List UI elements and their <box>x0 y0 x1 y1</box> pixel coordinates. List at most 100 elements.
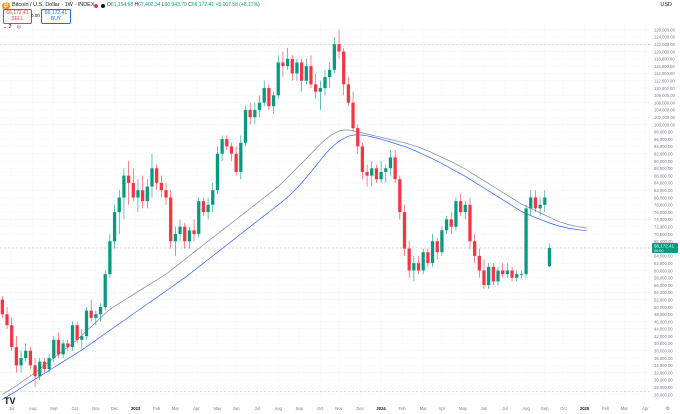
candle-body <box>239 142 243 172</box>
candle-body <box>449 219 453 227</box>
candle <box>365 164 369 187</box>
candle-body <box>126 175 131 183</box>
candle-body <box>52 339 56 359</box>
candle-body <box>299 62 304 81</box>
price-tick-label: 92,000.00 <box>654 152 673 157</box>
price-tick-label: 42,000.00 <box>654 334 673 339</box>
indicator-collapse-toggle[interactable]: ⌄ 2 <box>3 24 12 30</box>
candle-body <box>416 263 421 271</box>
candle-body <box>38 361 42 377</box>
candle-body <box>206 204 210 213</box>
candle <box>388 150 393 176</box>
candle <box>379 161 383 183</box>
candle <box>285 47 290 70</box>
buy-label: BUY <box>50 16 62 22</box>
time-tick-label: Feb <box>153 406 161 411</box>
candle <box>197 197 201 238</box>
candle <box>52 336 56 362</box>
price-tick-label: 56,000.00 <box>654 283 673 288</box>
candle <box>276 55 280 99</box>
price-tick-label: 38,000.00 <box>654 349 673 354</box>
indicator-legend[interactable]: ⌄ 2 ◎ <box>3 24 21 30</box>
candle <box>248 102 252 125</box>
ohlc-open-value: 61,154.68 <box>110 2 134 8</box>
price-tick-label: 46,000.00 <box>654 319 673 324</box>
candle-body <box>515 274 519 278</box>
candle <box>271 91 276 114</box>
candle-body <box>519 274 524 275</box>
candle <box>295 58 299 81</box>
candle-body <box>314 84 318 92</box>
price-tick-label: 116,000.00 <box>654 64 675 69</box>
buy-button[interactable]: 66,172.41 BUY <box>41 9 71 24</box>
candle <box>547 243 552 268</box>
candle <box>239 135 243 180</box>
candle-body <box>482 270 486 286</box>
candle <box>206 197 210 220</box>
candle <box>281 51 285 78</box>
candle-body <box>66 343 70 348</box>
tradingview-logo-icon[interactable]: TV <box>4 396 16 406</box>
candle-body <box>169 197 173 242</box>
candle <box>543 190 547 213</box>
ohlc-change-value: +5,007.58 (+8.17%) <box>215 2 260 8</box>
price-tick-label: 26,000.00 <box>654 392 673 397</box>
candle-body <box>491 266 495 282</box>
time-tick-label: Sep <box>296 406 304 411</box>
candle-body <box>197 201 201 234</box>
price-tick-label: 30,000.00 <box>654 378 673 383</box>
candle-body <box>487 266 491 286</box>
time-tick-label: Feb <box>602 406 610 411</box>
candle <box>356 124 360 154</box>
candle-body <box>346 84 351 103</box>
candle <box>187 226 192 249</box>
candle <box>19 350 23 373</box>
price-tick-label: 70,000.00 <box>654 232 673 237</box>
candle-body <box>192 230 196 234</box>
price-tick-label: 36,000.00 <box>654 356 673 361</box>
price-tick-label: 106,000.00 <box>654 100 676 105</box>
time-tick-label: Mar <box>621 406 629 411</box>
price-tick-label: 58,000.00 <box>654 276 673 281</box>
time-tick-label: Mar <box>420 406 428 411</box>
candle <box>533 190 538 213</box>
candle-body <box>435 241 439 253</box>
candle-body <box>80 336 84 340</box>
candle <box>454 197 458 231</box>
candle <box>426 248 430 267</box>
candle-body <box>145 186 149 202</box>
candle-body <box>10 325 14 348</box>
price-tick-label: 102,000.00 <box>654 115 676 120</box>
candle <box>267 84 271 110</box>
candle <box>126 161 131 205</box>
indicator-icon[interactable]: ◎ <box>16 24 22 30</box>
price-tick-label: 100,000.00 <box>654 122 676 127</box>
candle-body <box>159 182 163 191</box>
price-tick-label: 124,000.00 <box>654 35 676 40</box>
candle <box>477 248 481 278</box>
time-tick-label: Nov <box>92 406 100 411</box>
candle-body <box>402 212 407 249</box>
candle <box>384 164 388 183</box>
symbol-title[interactable]: Bitcoin / U.S. Dollar · 1W · INDEX <box>12 2 95 8</box>
time-tick-label: Apr <box>642 406 649 411</box>
candle <box>84 306 89 340</box>
candle-body <box>351 102 355 129</box>
candle <box>337 29 341 59</box>
candle-body <box>61 343 65 355</box>
candle <box>444 215 449 234</box>
time-tick-label: 2024 <box>376 406 386 411</box>
candle-body <box>220 139 224 154</box>
ohlc-high-label: H <box>134 2 139 8</box>
candle-body <box>234 153 238 172</box>
candle <box>374 164 379 183</box>
currency-label[interactable]: USD <box>660 2 672 8</box>
candle-body <box>463 204 467 213</box>
candle <box>80 328 84 351</box>
price-tick-label: 118,000.00 <box>654 57 675 62</box>
sell-button[interactable]: 66,172.41 SELL <box>3 9 32 24</box>
ohlc-open-label: O <box>107 2 111 8</box>
price-tick-label: 120,000.00 <box>654 49 676 54</box>
candle <box>70 321 75 351</box>
